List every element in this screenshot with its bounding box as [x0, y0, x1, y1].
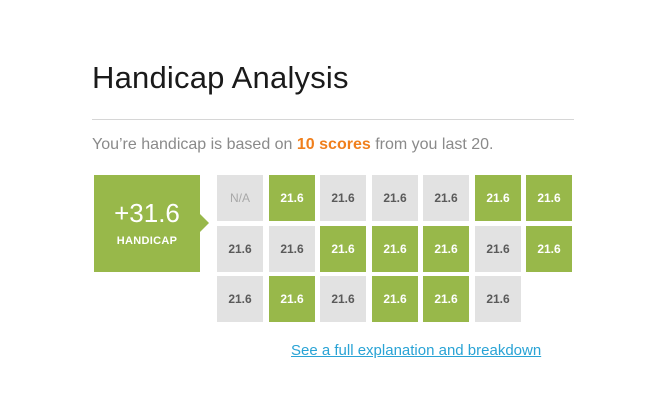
- score-cell: 21.6: [423, 175, 469, 221]
- score-cell-counted: 21.6: [372, 226, 418, 272]
- handicap-value: +31.6: [114, 198, 180, 228]
- score-count: 10 scores: [296, 136, 371, 153]
- explanation-link[interactable]: See a full explanation and breakdown: [291, 342, 542, 359]
- score-cell-counted: 21.6: [475, 175, 521, 221]
- score-cell: 21.6: [269, 226, 315, 272]
- score-cell: 21.6: [475, 226, 521, 272]
- handicap-label: HANDICAP: [116, 235, 178, 247]
- handicap-summary: You’re handicap is based on 10 scores fr…: [92, 136, 493, 154]
- score-cell-na: N/A: [217, 175, 263, 221]
- score-cell: 21.6: [320, 175, 366, 221]
- score-grid: N/A 21.6 21.6 21.6 21.6 21.6 21.6 21.6 21.6 21.6 2…: [217, 175, 573, 323]
- page-title: Handicap Analysis: [92, 60, 349, 95]
- score-cell: 21.6: [372, 175, 418, 221]
- handicap-badge: +31.6 HANDICAP: [94, 175, 209, 272]
- score-cell: 21.6: [217, 276, 263, 322]
- score-cell-counted: 21.6: [269, 175, 315, 221]
- summary-prefix: You’re handicap is based on: [92, 136, 297, 153]
- score-cell: 21.6: [475, 276, 521, 322]
- score-cell: 21.6: [217, 226, 263, 272]
- score-cell: 21.6: [320, 276, 366, 322]
- score-cell-counted: 21.6: [372, 276, 418, 322]
- score-cell-counted: 21.6: [526, 226, 572, 272]
- score-cell-counted: 21.6: [269, 276, 315, 322]
- score-cell-counted: 21.6: [423, 226, 469, 272]
- divider: [92, 119, 574, 120]
- summary-suffix: from you last 20.: [370, 136, 494, 153]
- score-cell-counted: 21.6: [526, 175, 572, 221]
- score-cell-counted: 21.6: [423, 276, 469, 322]
- score-cell-counted: 21.6: [320, 226, 366, 272]
